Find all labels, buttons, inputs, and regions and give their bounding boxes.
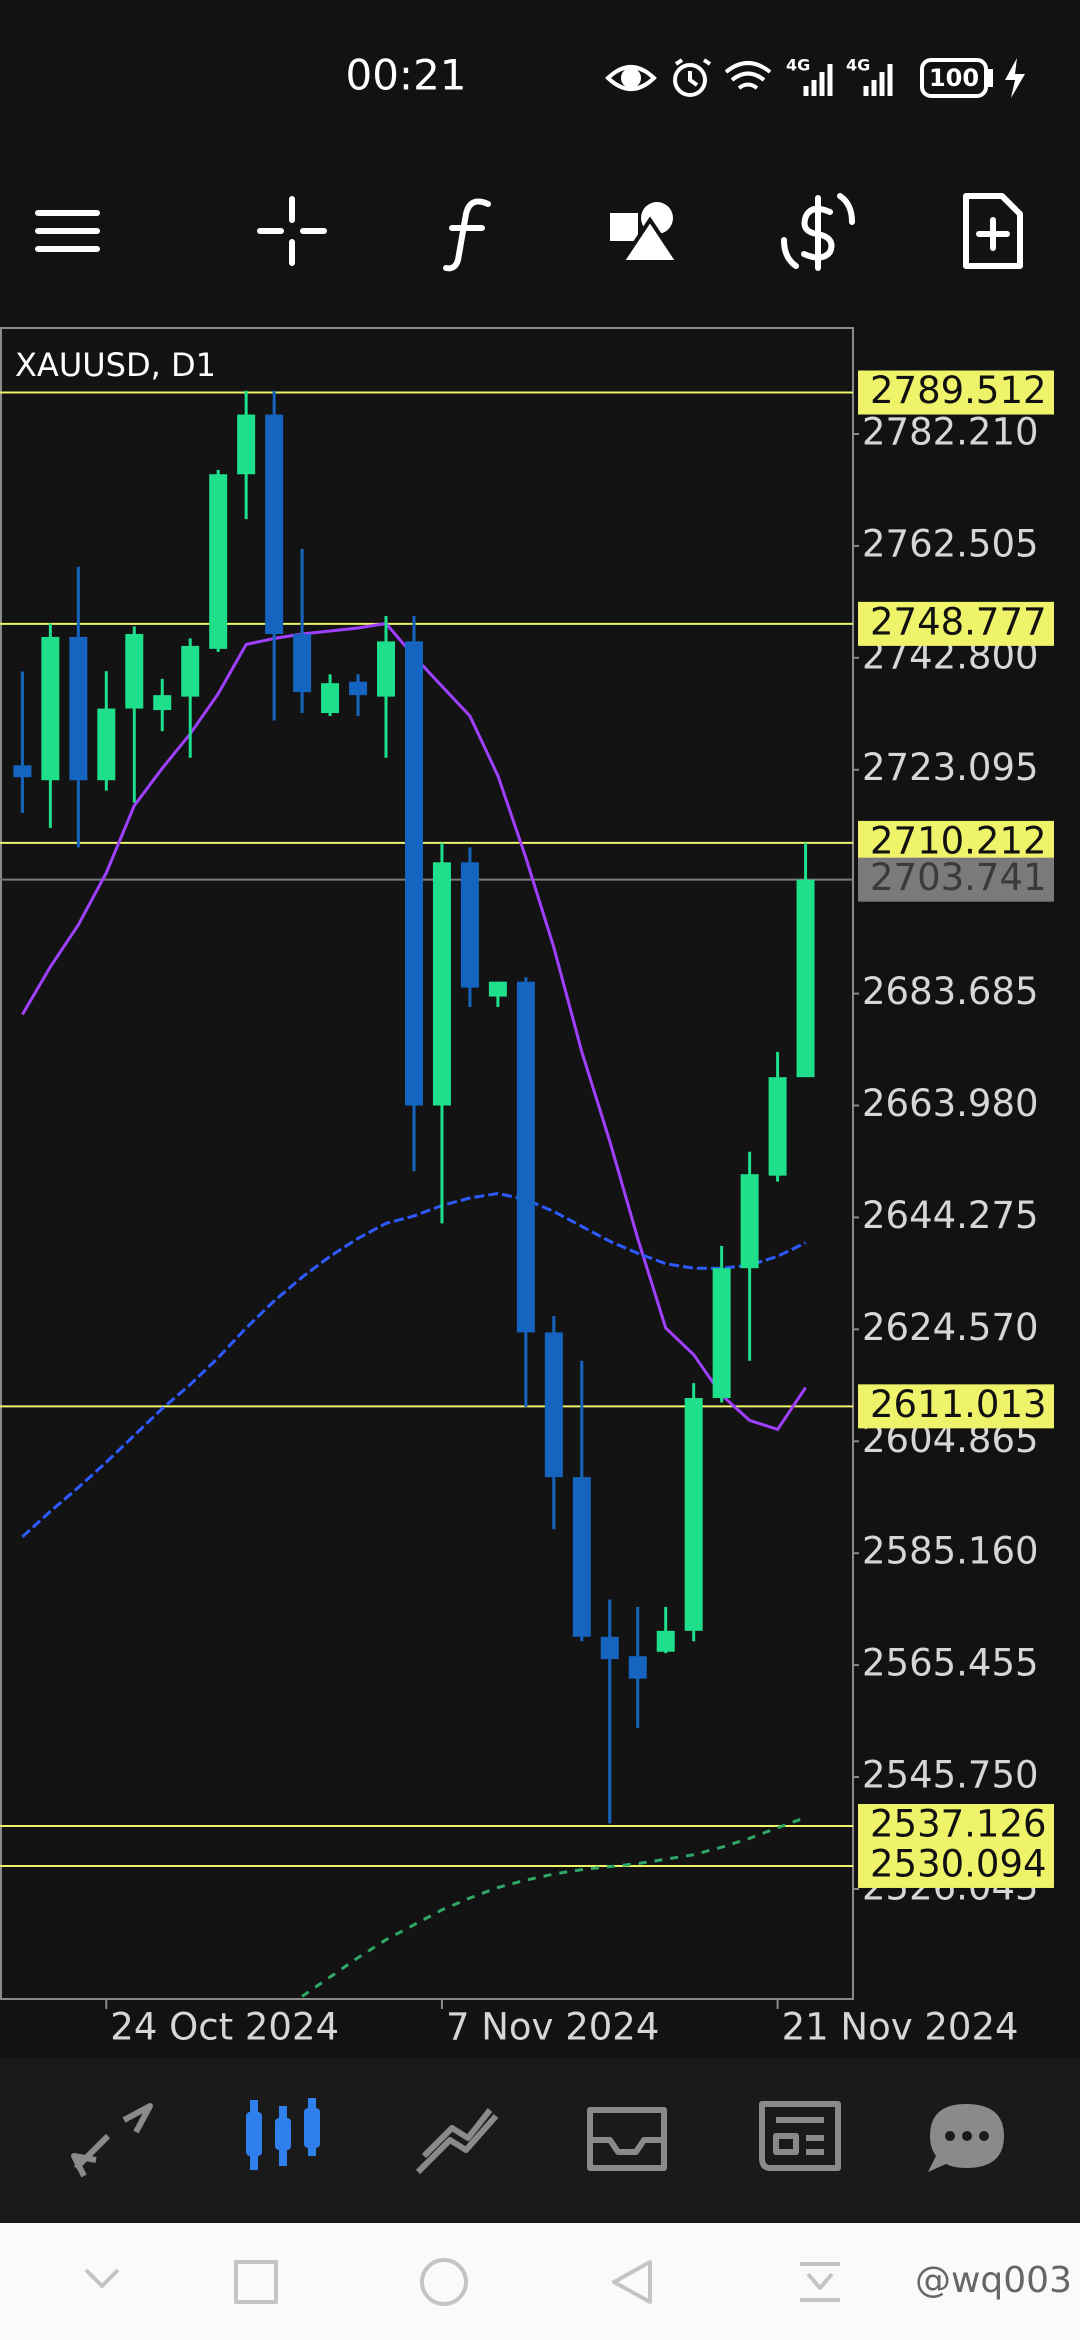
y-tick-label: 2644.275 [862, 1194, 1039, 1237]
level-box [858, 1384, 1054, 1429]
candle-body [153, 695, 172, 711]
x-tick-label: 24 Oct 2024 [110, 2006, 339, 2049]
candle-body [293, 633, 312, 693]
level-label: 2537.126 [870, 1803, 1047, 1846]
candle-body [684, 1398, 703, 1631]
plot-area [0, 390, 853, 1998]
y-tick-label: 2782.210 [862, 410, 1039, 453]
home-button[interactable] [420, 2258, 468, 2306]
chart-tab[interactable] [246, 2098, 320, 2170]
objects-button[interactable] [610, 202, 682, 264]
y-tick-label: 2723.095 [862, 746, 1039, 789]
recents-button[interactable] [234, 2260, 278, 2304]
level-box [858, 820, 1054, 865]
x-tick-label: 21 Nov 2024 [782, 2006, 1019, 2049]
y-tick-label: 2624.570 [862, 1306, 1039, 1349]
status-icons: 4G 4G [605, 56, 1025, 98]
battery-level: 100 [929, 64, 979, 92]
y-tick-label: 2762.505 [862, 522, 1039, 565]
back-button[interactable] [612, 2260, 652, 2304]
indicators-button[interactable] [443, 198, 491, 272]
y-tick-label: 2683.685 [862, 970, 1039, 1013]
news-tab[interactable] [759, 2101, 841, 2171]
candle-body [404, 641, 423, 1106]
watermark: @wq003 [915, 2260, 1072, 2301]
x-tick-label: 7 Nov 2024 [446, 2006, 659, 2049]
crosshair-button[interactable] [257, 196, 327, 266]
svg-text:4G: 4G [786, 56, 810, 75]
plot: 2782.2102762.5052742.8002723.0952683.685… [0, 369, 1054, 2049]
candle-body [125, 633, 144, 709]
candle-body [349, 681, 368, 696]
system-nav [0, 2223, 1080, 2340]
messages-tab[interactable] [928, 2104, 1004, 2172]
toolbar [35, 193, 1023, 272]
candle-body [740, 1174, 759, 1269]
candle-body [432, 862, 451, 1106]
last-price-label: 2703.741 [870, 856, 1047, 899]
level-box [858, 370, 1054, 415]
candle-body [768, 1077, 787, 1176]
chart-title: XAUUSD, D1 [15, 346, 216, 384]
y-tick-label: 2545.750 [862, 1754, 1039, 1797]
level-label: 2530.094 [870, 1842, 1047, 1885]
candle-body [544, 1332, 563, 1478]
menu-button[interactable] [35, 210, 100, 252]
system-nav-buttons [84, 2258, 840, 2306]
candle-body [209, 474, 228, 649]
history-tab[interactable] [587, 2107, 667, 2171]
trade-button[interactable] [781, 193, 855, 271]
level-label: 2789.512 [870, 369, 1047, 412]
y-tick-label: 2585.160 [862, 1530, 1039, 1573]
candle-body [488, 981, 507, 997]
chart-frame [0, 327, 854, 2000]
candle-body [377, 641, 396, 697]
candle-body [600, 1636, 619, 1660]
candle-body [321, 683, 340, 714]
candle-body [41, 636, 60, 781]
level-box [858, 1804, 1054, 1849]
candle-body [628, 1656, 647, 1679]
candle-body [97, 708, 116, 781]
pull-button[interactable] [800, 2262, 840, 2302]
moving-average [301, 1815, 807, 1998]
candle-body [516, 981, 535, 1333]
trade-tab[interactable] [415, 2108, 499, 2175]
level-box [858, 1843, 1054, 1888]
level-label: 2611.013 [870, 1383, 1047, 1426]
new-order-button[interactable] [963, 193, 1023, 269]
bottom-nav [0, 2058, 1080, 2223]
candle-body [265, 414, 284, 634]
hide-button[interactable] [84, 2268, 120, 2288]
level-label: 2748.777 [870, 600, 1047, 643]
moving-average [21, 1191, 807, 1538]
level-label: 2710.212 [870, 819, 1047, 862]
quotes-tab[interactable] [71, 2103, 153, 2178]
svg-text:4G: 4G [846, 56, 870, 75]
candle-body [712, 1268, 731, 1399]
candle-body [181, 645, 200, 697]
candle-body [13, 765, 32, 778]
y-tick-label: 2663.980 [862, 1082, 1039, 1125]
candle-body [69, 636, 88, 781]
candle-body [572, 1477, 591, 1637]
level-box [858, 601, 1054, 646]
last-price-box [858, 857, 1054, 902]
candle-body [796, 879, 815, 1078]
clock: 00:21 [345, 51, 466, 100]
bottom-nav-icons [71, 2098, 1004, 2178]
candle-body [237, 414, 256, 475]
y-tick-label: 2565.455 [862, 1642, 1039, 1685]
candle-body [656, 1630, 675, 1652]
candle-body [460, 862, 479, 988]
